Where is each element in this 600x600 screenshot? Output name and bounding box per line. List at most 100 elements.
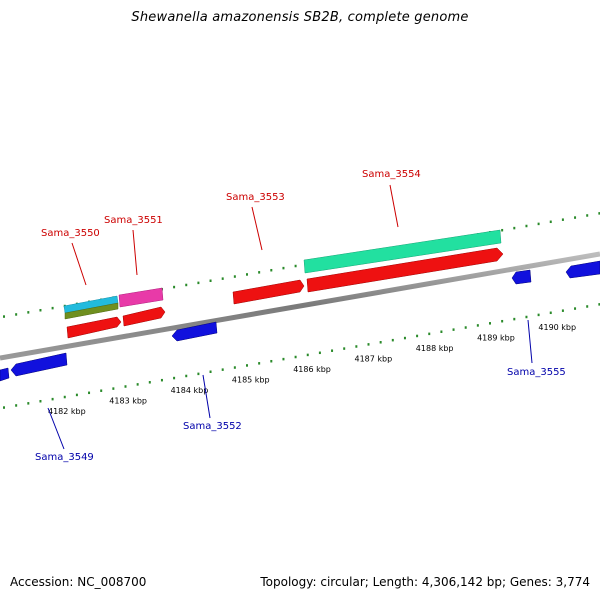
reverse-minor-tick xyxy=(489,322,491,325)
leader-sama-3552 xyxy=(202,374,211,419)
gene-sama-3551-rna[interactable] xyxy=(118,287,164,308)
forward-minor-tick xyxy=(282,266,285,270)
forward-minor-tick xyxy=(185,283,188,287)
genome-backbone xyxy=(0,251,600,361)
reverse-minor-tick xyxy=(428,332,431,336)
reverse-minor-tick xyxy=(549,311,552,315)
reverse-minor-tick xyxy=(173,376,176,380)
label-sama-3549: Sama_3549 xyxy=(35,452,94,463)
forward-minor-tick xyxy=(270,268,273,272)
forward-minor-tick xyxy=(537,222,540,226)
tick-label: 4185 kbp xyxy=(232,375,270,384)
tick-label: 4186 kbp xyxy=(293,365,331,374)
reverse-minor-tick xyxy=(136,383,139,386)
gene-sama-3554-rna[interactable] xyxy=(303,229,502,274)
reverse-minor-tick xyxy=(355,345,358,348)
forward-minor-tick xyxy=(598,212,600,215)
reverse-minor-tick xyxy=(221,368,224,371)
gene-sama-3550[interactable] xyxy=(66,316,122,339)
forward-minor-tick xyxy=(39,308,42,312)
reverse-minor-tick xyxy=(160,378,163,382)
gene-sama-3552[interactable] xyxy=(171,321,218,342)
reverse-minor-tick xyxy=(112,387,115,390)
reverse-minor-tick xyxy=(561,309,564,312)
label-sama-3550: Sama_3550 xyxy=(41,228,100,239)
reverse-minor-tick xyxy=(306,353,309,357)
gene-sama-3553[interactable] xyxy=(232,279,305,305)
reverse-minor-tick xyxy=(88,391,91,395)
forward-minor-tick xyxy=(574,216,577,219)
reverse-minor-tick xyxy=(537,313,540,317)
forward-minor-tick xyxy=(197,281,200,285)
gene-sama-3550-rna-olive[interactable] xyxy=(64,302,119,320)
reverse-tick-track xyxy=(3,303,600,409)
forward-genes xyxy=(63,229,504,339)
reverse-minor-tick xyxy=(379,341,382,344)
reverse-minor-tick xyxy=(343,347,346,350)
tick-label: 4184 kbp xyxy=(171,386,209,395)
tick-label: 4183 kbp xyxy=(109,396,147,405)
reverse-minor-tick xyxy=(403,336,406,340)
reverse-minor-tick xyxy=(318,351,321,355)
leader-sama-3553 xyxy=(251,206,263,251)
reverse-minor-tick xyxy=(75,393,78,397)
reverse-minor-tick xyxy=(15,404,18,407)
tick-label: 4182 kbp xyxy=(48,407,86,416)
reverse-minor-tick xyxy=(464,326,467,329)
gene-reverse-left-edge[interactable] xyxy=(0,367,10,382)
reverse-minor-tick xyxy=(598,303,600,306)
reverse-minor-tick xyxy=(148,381,151,384)
tick-labels: 4182 kbp 4183 kbp 4184 kbp 4185 kbp 4186 kbp… xyxy=(48,323,576,416)
leader-sama-3551 xyxy=(132,229,138,276)
accession-text: Accession: NC_008700 xyxy=(10,575,147,589)
reverse-minor-tick xyxy=(124,385,127,388)
forward-minor-tick xyxy=(15,313,18,316)
reverse-minor-tick xyxy=(294,355,297,359)
leader-sama-3555 xyxy=(527,319,533,364)
reverse-minor-tick xyxy=(525,315,528,319)
leader-sama-3549 xyxy=(47,407,65,450)
gene-sama-3555[interactable] xyxy=(511,269,532,285)
forward-minor-tick xyxy=(561,218,564,221)
reverse-minor-tick xyxy=(513,317,516,321)
reverse-minor-tick xyxy=(452,328,455,331)
forward-minor-tick xyxy=(501,228,504,232)
reverse-minor-tick xyxy=(331,349,334,352)
reverse-minor-tick xyxy=(100,389,103,392)
gene-reverse-right-edge[interactable] xyxy=(565,260,600,279)
forward-minor-tick xyxy=(3,315,5,318)
label-leaders xyxy=(47,184,533,450)
reverse-minor-tick xyxy=(282,357,285,361)
leader-sama-3554 xyxy=(389,184,399,228)
reverse-minor-tick xyxy=(476,324,479,327)
gene-sama-3549[interactable] xyxy=(10,352,68,377)
forward-minor-tick xyxy=(173,285,176,289)
label-sama-3554: Sama_3554 xyxy=(362,169,421,180)
forward-minor-tick xyxy=(513,226,516,230)
forward-minor-tick xyxy=(258,271,261,274)
reverse-genes xyxy=(0,260,600,382)
reverse-minor-tick xyxy=(391,338,394,342)
gene-sama-3551[interactable] xyxy=(122,306,166,327)
forward-minor-tick xyxy=(246,273,248,276)
gene-sama-3554[interactable] xyxy=(306,247,504,293)
tick-label: 4188 kbp xyxy=(416,344,454,353)
reverse-minor-tick xyxy=(197,372,200,376)
label-sama-3553: Sama_3553 xyxy=(226,192,285,203)
genome-summary-text: Topology: circular; Length: 4,306,142 bp… xyxy=(260,575,590,589)
reverse-minor-tick xyxy=(27,402,30,405)
reverse-minor-tick xyxy=(574,307,577,310)
reverse-minor-tick xyxy=(367,343,370,346)
forward-minor-tick xyxy=(27,311,30,314)
reverse-minor-tick xyxy=(233,366,236,369)
reverse-minor-tick xyxy=(440,330,443,333)
forward-minor-tick xyxy=(51,306,54,310)
forward-minor-tick xyxy=(233,275,236,278)
forward-minor-tick xyxy=(549,220,552,224)
reverse-minor-tick xyxy=(586,305,589,308)
chart-title: Shewanella amazonensis SB2B, complete ge… xyxy=(131,10,469,25)
reverse-minor-tick xyxy=(270,359,273,363)
label-sama-3555: Sama_3555 xyxy=(507,367,566,378)
reverse-minor-tick xyxy=(416,334,419,338)
